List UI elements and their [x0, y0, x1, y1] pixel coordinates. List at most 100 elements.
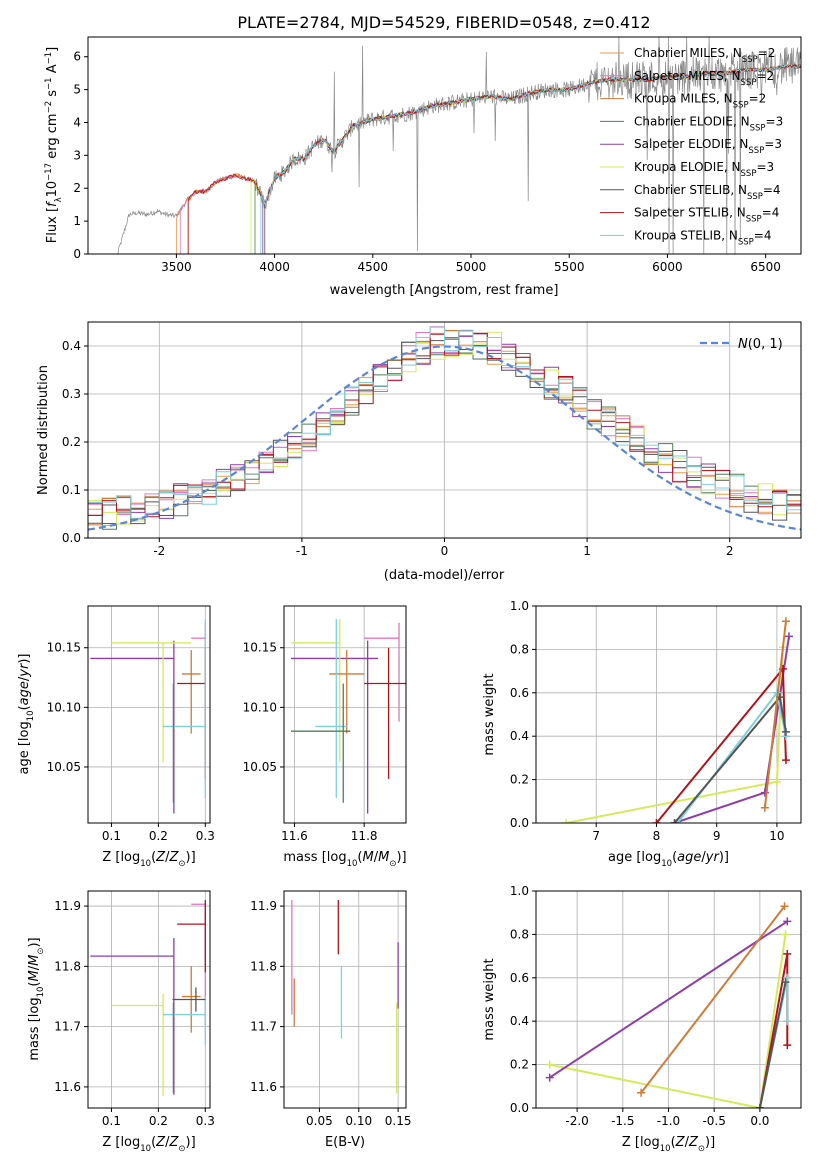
- label-part: age [log: [17, 721, 32, 774]
- x-tick-label: -1.0: [657, 1114, 680, 1128]
- errorbar-point: [191, 903, 206, 1025]
- legend-entry: Chabrier ELODIE, NSSP=3: [634, 114, 783, 133]
- mass-vs-z-panel: 0.1 0.2 0.311.611.711.811.9Z [log10(Z/Z⊙)]…: [27, 890, 215, 1154]
- weight-marker: [781, 756, 790, 765]
- errorbar-point: [177, 900, 206, 973]
- weight-marker: [781, 978, 790, 987]
- label-part: M: [378, 850, 389, 865]
- y-tick-label: 0.4: [62, 339, 81, 353]
- x-tick-label: 0.10: [345, 1114, 372, 1128]
- y-tick-label: 0.2: [62, 435, 81, 449]
- y-tick-label: 10.15: [243, 641, 277, 655]
- errorbar-point: [163, 619, 206, 798]
- y-tick-label: 11.8: [54, 959, 81, 973]
- label-part: (: [151, 850, 156, 865]
- label-part: SSP: [742, 55, 758, 65]
- y-tick-label: 11.9: [250, 899, 277, 913]
- axes-frame: [535, 890, 802, 1109]
- x-tick-label: -1: [296, 544, 308, 558]
- y-tick-label: 1: [73, 214, 81, 228]
- label-part: M: [27, 970, 42, 981]
- weight-marker: [783, 949, 792, 958]
- weight-series-line: [549, 934, 787, 1108]
- x-tick-label: 11.8: [351, 829, 378, 843]
- y-tick-label: 0.1: [62, 483, 81, 497]
- x-axis-label: mass [log10(M/M⊙)]: [283, 850, 406, 869]
- legend-entry: N(0, 1): [738, 337, 783, 352]
- label-part: ⊙: [178, 859, 185, 869]
- label-part: Salpeter STELIB, N: [634, 206, 746, 220]
- errorbar-point: [172, 987, 206, 1012]
- label-part: SSP: [750, 123, 766, 133]
- weight-series-line: [640, 905, 786, 1094]
- errorbar-point: [315, 619, 347, 798]
- weight-marker: [783, 1017, 792, 1026]
- weight-marker: [760, 803, 769, 812]
- y-axis-label: mass [log10(M/M⊙)]: [27, 937, 46, 1060]
- y-tick-label: 0.2: [510, 1058, 529, 1072]
- label-part: (0, 1): [748, 337, 783, 352]
- x-tick-label: 10: [769, 829, 784, 843]
- y-tick-label: 0.0: [510, 816, 529, 830]
- label-part: A: [45, 64, 60, 77]
- label-part: age: [17, 681, 32, 705]
- y-tick-label: 0: [73, 247, 81, 261]
- label-part: ⊙: [698, 1144, 705, 1154]
- errorbar-point: [111, 642, 192, 763]
- weight-marker: [784, 632, 793, 641]
- y-tick-label: 11.6: [54, 1080, 81, 1094]
- x-tick-label: -0.5: [702, 1114, 725, 1128]
- label-part: /: [17, 676, 32, 681]
- axes-frame: [535, 605, 802, 824]
- weight-marker: [781, 617, 790, 626]
- y-tick-label: 0.3: [62, 387, 81, 401]
- weight-marker: [637, 1088, 646, 1097]
- label-part: M: [363, 850, 374, 865]
- y-tick-label: 10.05: [243, 760, 277, 774]
- y-tick-label: 5: [73, 83, 81, 97]
- weight-series-line: [758, 981, 787, 1108]
- label-part: 10: [347, 859, 358, 869]
- label-part: /: [701, 850, 706, 865]
- label-part: Chabrier MILES, N: [634, 46, 742, 60]
- label-part: 10: [660, 1144, 671, 1154]
- label-part: s: [45, 90, 60, 101]
- label-part: yr: [705, 850, 721, 865]
- y-tick-label: 0.0: [510, 1101, 529, 1115]
- label-part: (: [671, 1135, 676, 1150]
- label-part: (: [151, 1135, 156, 1150]
- label-part: SSP: [748, 146, 764, 156]
- x-tick-label: 0.2: [149, 1114, 168, 1128]
- label-part: /: [165, 850, 170, 865]
- label-part: /: [27, 965, 42, 970]
- label-part: SSP: [741, 78, 757, 88]
- x-tick-label: 6000: [652, 260, 683, 274]
- axes-frame: [87, 36, 802, 255]
- label-part: Salpeter MILES, N: [634, 69, 741, 83]
- legend-entry: Salpeter STELIB, NSSP=4: [634, 206, 779, 225]
- y-tick-label: 0.4: [510, 1014, 529, 1028]
- y-axis-label: mass weight: [482, 673, 497, 755]
- y-axis-label: mass weight: [482, 958, 497, 1040]
- label-part: =3: [766, 114, 784, 128]
- x-axis-label: (data-model)/error: [384, 568, 505, 583]
- label-part: Z: [168, 1135, 179, 1150]
- y-tick-label: 2: [73, 181, 81, 195]
- plot-area: [545, 902, 792, 1108]
- label-part: 10: [36, 987, 46, 998]
- axes-frame: [87, 321, 802, 539]
- y-axis-label: Normed distribution: [36, 365, 51, 495]
- label-part: ]: [45, 47, 60, 52]
- plot-area: [291, 900, 399, 1093]
- y-tick-label: 0.2: [510, 773, 529, 787]
- label-part: )]: [719, 850, 729, 865]
- label-part: Salpeter ELODIE, N: [634, 137, 748, 151]
- label-part: mass [log: [283, 850, 346, 865]
- label-part: Z: [688, 1135, 699, 1150]
- y-tick-label: 0.4: [510, 729, 529, 743]
- label-part: (: [672, 850, 677, 865]
- y-tick-label: 11.7: [250, 1020, 277, 1034]
- y-tick-label: 3: [73, 148, 81, 162]
